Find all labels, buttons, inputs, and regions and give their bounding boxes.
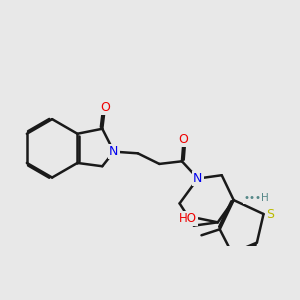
Text: O: O [178, 133, 188, 146]
Text: N: N [109, 145, 119, 158]
Text: S: S [266, 208, 274, 220]
Text: •••H: •••H [244, 194, 269, 203]
Text: O: O [100, 101, 110, 114]
Text: N: N [193, 172, 203, 185]
Text: HO: HO [179, 212, 197, 225]
